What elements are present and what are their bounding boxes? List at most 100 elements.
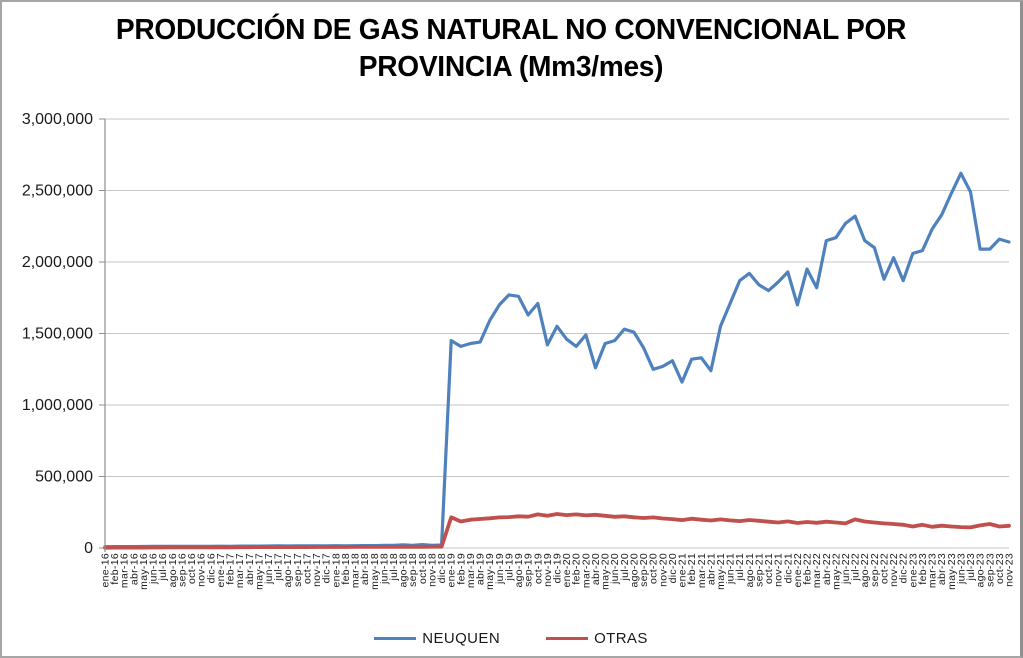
svg-text:jul-20: jul-20 bbox=[619, 553, 631, 581]
svg-text:mar-16: mar-16 bbox=[119, 553, 131, 588]
chart-title-line1: PRODUCCIÓN DE GAS NATURAL NO CONVENCIONA… bbox=[115, 14, 907, 46]
svg-text:sep-19: sep-19 bbox=[523, 553, 535, 587]
svg-text:abr-18: abr-18 bbox=[359, 553, 371, 585]
svg-text:abr-16: abr-16 bbox=[128, 553, 140, 585]
svg-text:mar-19: mar-19 bbox=[465, 553, 477, 588]
svg-text:mar-18: mar-18 bbox=[350, 553, 362, 588]
svg-text:sep-16: sep-16 bbox=[176, 553, 188, 587]
svg-text:mar-17: mar-17 bbox=[234, 553, 246, 588]
svg-text:ago-19: ago-19 bbox=[513, 553, 525, 588]
svg-text:nov-16: nov-16 bbox=[196, 553, 208, 587]
svg-text:nov-18: nov-18 bbox=[427, 553, 439, 587]
svg-text:ene-16: ene-16 bbox=[100, 553, 112, 588]
svg-text:1,000,000: 1,000,000 bbox=[22, 397, 93, 414]
svg-text:nov-23: nov-23 bbox=[1004, 553, 1016, 587]
svg-text:3,000,000: 3,000,000 bbox=[22, 111, 93, 128]
svg-text:ago-21: ago-21 bbox=[744, 553, 756, 588]
svg-text:ene-17: ene-17 bbox=[215, 553, 227, 588]
svg-text:dic-17: dic-17 bbox=[321, 553, 333, 583]
svg-text:oct-17: oct-17 bbox=[302, 553, 314, 584]
svg-text:jun-21: jun-21 bbox=[725, 553, 737, 585]
svg-text:abr-21: abr-21 bbox=[705, 553, 717, 585]
svg-text:mar-20: mar-20 bbox=[580, 553, 592, 588]
svg-text:mar-23: mar-23 bbox=[927, 553, 939, 588]
svg-text:jun-18: jun-18 bbox=[378, 553, 390, 585]
svg-text:mar-22: mar-22 bbox=[811, 553, 823, 588]
svg-text:may-17: may-17 bbox=[253, 553, 265, 590]
svg-text:0: 0 bbox=[84, 540, 93, 557]
svg-text:oct-18: oct-18 bbox=[417, 553, 429, 584]
svg-text:jul-22: jul-22 bbox=[850, 553, 862, 581]
svg-text:abr-23: abr-23 bbox=[936, 553, 948, 585]
svg-text:may-18: may-18 bbox=[369, 553, 381, 590]
svg-text:nov-20: nov-20 bbox=[657, 553, 669, 587]
svg-text:ago-18: ago-18 bbox=[398, 553, 410, 588]
svg-text:oct-22: oct-22 bbox=[879, 553, 891, 584]
legend-label-neuquen: NEUQUEN bbox=[422, 630, 501, 647]
svg-text:mar-21: mar-21 bbox=[696, 553, 708, 588]
svg-text:oct-20: oct-20 bbox=[648, 553, 660, 584]
svg-text:feb-22: feb-22 bbox=[802, 553, 814, 585]
svg-text:nov-21: nov-21 bbox=[773, 553, 785, 587]
svg-text:ene-23: ene-23 bbox=[907, 553, 919, 588]
svg-text:abr-22: abr-22 bbox=[821, 553, 833, 585]
svg-text:feb-16: feb-16 bbox=[109, 553, 121, 585]
svg-text:2,500,000: 2,500,000 bbox=[22, 183, 93, 200]
chart-title-line2: PROVINCIA (Mm3/mes) bbox=[358, 51, 664, 83]
svg-text:ago-17: ago-17 bbox=[282, 553, 294, 588]
svg-text:ene-22: ene-22 bbox=[792, 553, 804, 588]
svg-text:jul-19: jul-19 bbox=[503, 553, 515, 581]
svg-text:feb-21: feb-21 bbox=[686, 553, 698, 585]
svg-text:oct-19: oct-19 bbox=[532, 553, 544, 584]
svg-text:may-22: may-22 bbox=[830, 553, 842, 590]
svg-text:dic-22: dic-22 bbox=[898, 553, 910, 583]
svg-text:dic-20: dic-20 bbox=[667, 553, 679, 583]
svg-text:1,500,000: 1,500,000 bbox=[22, 326, 93, 343]
svg-text:abr-20: abr-20 bbox=[590, 553, 602, 585]
svg-text:jun-19: jun-19 bbox=[494, 553, 506, 585]
svg-text:500,000: 500,000 bbox=[35, 469, 93, 486]
svg-text:may-16: may-16 bbox=[138, 553, 150, 590]
svg-text:jun-17: jun-17 bbox=[263, 553, 275, 585]
otras-line-swatch bbox=[546, 637, 589, 640]
svg-text:ene-21: ene-21 bbox=[677, 553, 689, 588]
svg-text:2,000,000: 2,000,000 bbox=[22, 254, 93, 271]
svg-text:jul-21: jul-21 bbox=[734, 553, 746, 581]
svg-text:dic-18: dic-18 bbox=[436, 553, 448, 583]
svg-text:jul-18: jul-18 bbox=[388, 553, 400, 581]
svg-text:abr-19: abr-19 bbox=[475, 553, 487, 585]
svg-text:jul-16: jul-16 bbox=[157, 553, 169, 581]
neuquen-line-swatch bbox=[374, 637, 417, 640]
svg-text:sep-23: sep-23 bbox=[984, 553, 996, 587]
svg-text:feb-17: feb-17 bbox=[225, 553, 237, 585]
svg-text:jul-17: jul-17 bbox=[273, 553, 285, 581]
svg-text:abr-17: abr-17 bbox=[244, 553, 256, 585]
svg-text:nov-22: nov-22 bbox=[888, 553, 900, 587]
svg-text:sep-21: sep-21 bbox=[754, 553, 766, 587]
svg-text:ago-23: ago-23 bbox=[975, 553, 987, 588]
svg-text:may-23: may-23 bbox=[946, 553, 958, 590]
svg-text:may-21: may-21 bbox=[715, 553, 727, 590]
svg-text:sep-22: sep-22 bbox=[869, 553, 881, 587]
svg-text:jun-23: jun-23 bbox=[955, 553, 967, 585]
svg-text:jun-20: jun-20 bbox=[609, 553, 621, 585]
svg-text:nov-19: nov-19 bbox=[542, 553, 554, 587]
svg-text:jul-23: jul-23 bbox=[965, 553, 977, 581]
svg-text:feb-18: feb-18 bbox=[340, 553, 352, 585]
legend-item-neuquen: NEUQUEN bbox=[374, 630, 500, 647]
svg-text:jun-16: jun-16 bbox=[148, 553, 160, 585]
svg-text:ene-19: ene-19 bbox=[446, 553, 458, 588]
svg-text:ene-20: ene-20 bbox=[561, 553, 573, 588]
svg-text:ene-18: ene-18 bbox=[330, 553, 342, 588]
chart-title: PRODUCCIÓN DE GAS NATURAL NO CONVENCIONA… bbox=[17, 12, 1004, 86]
svg-text:sep-17: sep-17 bbox=[292, 553, 304, 587]
svg-text:sep-18: sep-18 bbox=[407, 553, 419, 587]
svg-text:ago-22: ago-22 bbox=[859, 553, 871, 588]
svg-text:ago-16: ago-16 bbox=[167, 553, 179, 588]
svg-text:may-19: may-19 bbox=[484, 553, 496, 590]
svg-text:nov-17: nov-17 bbox=[311, 553, 323, 587]
svg-text:dic-21: dic-21 bbox=[782, 553, 794, 583]
svg-text:feb-23: feb-23 bbox=[917, 553, 929, 585]
